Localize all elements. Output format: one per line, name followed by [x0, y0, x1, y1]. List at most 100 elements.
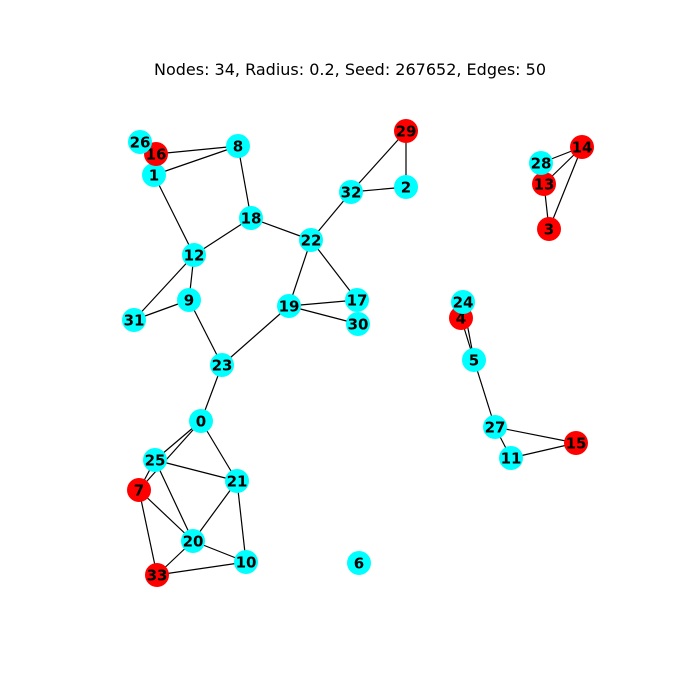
node-0: 0	[189, 409, 213, 433]
node-label-17: 17	[347, 292, 368, 310]
node-circle-2	[394, 175, 418, 199]
edge-25-20	[154, 459, 194, 542]
node-label-27: 27	[485, 419, 506, 437]
node-label-31: 31	[124, 312, 145, 330]
node-label-10: 10	[236, 554, 257, 572]
node-circle-3	[537, 217, 561, 241]
node-10: 10	[234, 550, 258, 574]
node-31: 31	[122, 308, 146, 332]
node-24: 24	[451, 290, 475, 314]
node-14: 14	[570, 135, 594, 159]
node-circle-18	[239, 206, 263, 230]
node-27: 27	[483, 415, 507, 439]
node-21: 21	[225, 469, 249, 493]
edge-1-8	[153, 145, 239, 176]
node-circle-20	[181, 529, 205, 553]
node-label-2: 2	[401, 179, 411, 197]
edge-27-15	[494, 426, 577, 444]
edge-12-31	[133, 254, 195, 321]
node-label-20: 20	[183, 533, 204, 551]
node-circle-15	[564, 431, 588, 455]
node-label-8: 8	[233, 138, 243, 156]
node-29: 29	[394, 119, 418, 143]
node-circle-21	[225, 469, 249, 493]
node-circle-12	[182, 243, 206, 267]
node-label-24: 24	[453, 294, 474, 312]
node-label-11: 11	[501, 450, 522, 468]
node-label-5: 5	[469, 352, 479, 370]
node-label-16: 16	[146, 146, 167, 164]
node-label-32: 32	[341, 184, 362, 202]
edge-21-10	[236, 480, 247, 563]
node-circle-14	[570, 135, 594, 159]
node-label-29: 29	[396, 123, 417, 141]
node-17: 17	[345, 288, 369, 312]
node-circle-9	[177, 288, 201, 312]
node-label-28: 28	[531, 155, 552, 173]
node-label-9: 9	[184, 292, 194, 310]
node-25: 25	[143, 448, 167, 472]
node-label-4: 4	[456, 310, 466, 328]
node-label-23: 23	[212, 357, 233, 375]
node-30: 30	[346, 312, 370, 336]
nodes-layer: 0123456789101112131415161718192021222324…	[122, 119, 594, 587]
node-circle-1	[142, 163, 166, 187]
edge-25-21	[154, 459, 238, 482]
node-circle-11	[499, 446, 523, 470]
node-20: 20	[181, 529, 205, 553]
node-label-18: 18	[241, 210, 262, 228]
node-circle-23	[210, 353, 234, 377]
node-circle-10	[234, 550, 258, 574]
node-22: 22	[299, 228, 323, 252]
node-label-26: 26	[130, 134, 151, 152]
node-label-22: 22	[301, 232, 322, 250]
node-circle-0	[189, 409, 213, 433]
node-circle-19	[277, 294, 301, 318]
node-2: 2	[394, 175, 418, 199]
node-label-7: 7	[134, 482, 144, 500]
edge-8-18	[237, 145, 252, 219]
node-circle-25	[143, 448, 167, 472]
edge-3-14	[548, 146, 583, 230]
edge-9-23	[188, 299, 223, 366]
node-circle-8	[226, 134, 250, 158]
node-circle-17	[345, 288, 369, 312]
node-label-3: 3	[544, 221, 554, 239]
edge-33-10	[156, 561, 247, 576]
node-15: 15	[564, 431, 588, 455]
node-26: 26	[128, 130, 152, 154]
edge-7-20	[138, 489, 194, 542]
node-circle-28	[529, 151, 553, 175]
node-label-6: 6	[354, 555, 364, 573]
node-circle-33	[145, 563, 169, 587]
node-label-21: 21	[227, 473, 248, 491]
node-label-15: 15	[566, 435, 587, 453]
edge-21-20	[192, 480, 238, 542]
node-label-12: 12	[184, 247, 205, 265]
edge-22-17	[310, 239, 358, 301]
node-label-30: 30	[348, 316, 369, 334]
node-3: 3	[537, 217, 561, 241]
edge-16-8	[155, 145, 239, 155]
node-28: 28	[529, 151, 553, 175]
node-23: 23	[210, 353, 234, 377]
node-8: 8	[226, 134, 250, 158]
edge-1-12	[153, 174, 195, 256]
node-33: 33	[145, 563, 169, 587]
node-circle-26	[128, 130, 152, 154]
node-6: 6	[347, 551, 371, 575]
node-circle-13	[532, 172, 556, 196]
node-label-14: 14	[572, 139, 593, 157]
node-label-0: 0	[196, 413, 206, 431]
node-7: 7	[127, 478, 151, 502]
node-1: 1	[142, 163, 166, 187]
node-label-13: 13	[534, 176, 555, 194]
node-label-19: 19	[279, 298, 300, 316]
node-circle-5	[462, 348, 486, 372]
node-18: 18	[239, 206, 263, 230]
edge-0-7	[138, 420, 202, 491]
node-circle-31	[122, 308, 146, 332]
edge-23-19	[221, 305, 290, 366]
node-label-25: 25	[145, 452, 166, 470]
